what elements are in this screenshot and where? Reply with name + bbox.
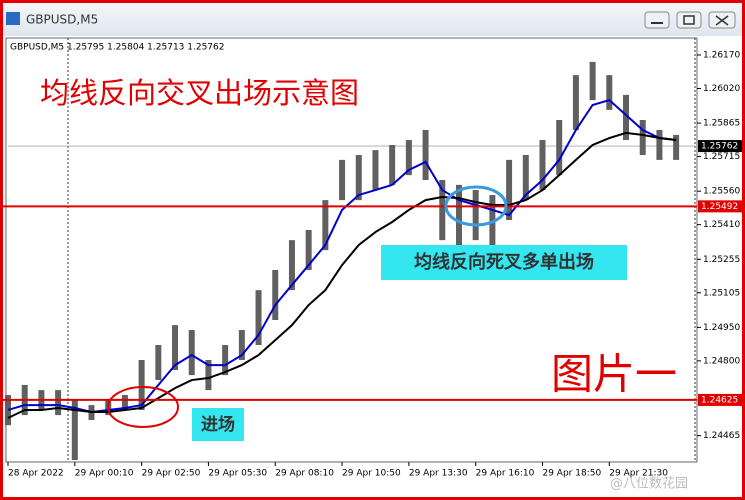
y-tick-label: 1.24800 [703,356,740,366]
x-tick-label: 29 Apr 21:30 [609,469,668,479]
y-tick-label: 1.25410 [703,220,740,230]
chart-info: GBPUSD,M5 1.25795 1.25804 1.25713 1.2576… [10,43,224,53]
x-tick-label: 29 Apr 10:50 [342,469,401,479]
exit-circle [444,185,508,227]
moving-average [7,98,677,414]
y-tick-label: 1.25715 [703,152,740,162]
y-tick-label: 1.25105 [703,288,740,298]
entry-circle [107,386,179,428]
window-title: GBPUSD,M5 [26,13,98,27]
x-tick-label: 29 Apr 05:30 [208,469,267,479]
watermark: @八位数花园 [610,476,688,492]
maximize-icon [683,15,695,25]
y-tick-label: 1.25560 [703,187,740,197]
x-tick-label: 29 Apr 00:10 [75,469,134,479]
annotation: 进场 [201,415,235,435]
y-tick-label: 1.26170 [703,50,740,60]
minimize-button[interactable] [644,11,670,29]
level-box [698,393,742,406]
y-tick-label: 1.24950 [703,323,740,333]
x-tick-label: 29 Apr 02:50 [142,469,201,479]
x-tick-label: 29 Apr 08:10 [275,469,334,479]
y-tick-label: 1.26020 [703,84,740,94]
close-icon [715,15,729,26]
current-price-box [698,140,742,153]
level-label: 1.25492 [701,202,738,212]
y-tick-label: 1.24465 [703,431,740,441]
annotation: 图片一 [551,350,677,399]
level-label: 1.24625 [701,395,738,405]
x-tick-label: 29 Apr 13:30 [409,469,468,479]
title-bar [2,2,743,36]
current-price-label: 1.25762 [701,142,738,152]
maximize-button[interactable] [676,11,702,29]
annotation-box [381,245,627,280]
chart-title: 均线反向交叉出场示意图 [40,76,359,110]
x-tick-label: 28 Apr 2022 [8,469,64,479]
annotation: 均线反向死叉多单出场 [414,251,594,273]
x-tick-label: 29 Apr 18:50 [542,469,601,479]
app-icon [6,12,20,25]
annotation-box [192,408,244,441]
moving-average [7,131,677,419]
level-box [698,200,742,213]
y-tick-label: 1.25865 [703,119,740,129]
y-tick-label: 1.25255 [703,255,740,265]
x-tick-label: 29 Apr 16:10 [476,469,535,479]
